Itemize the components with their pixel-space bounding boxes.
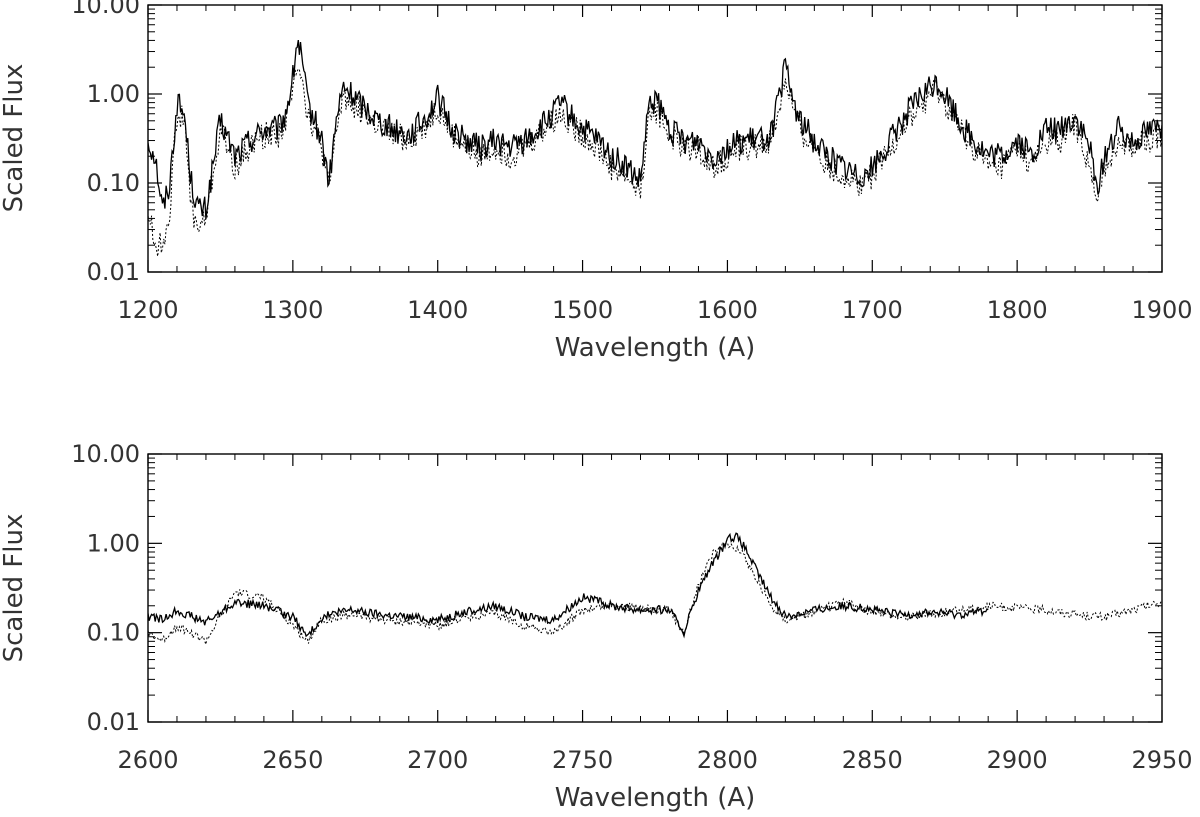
x-tick-label: 1600 [697, 296, 758, 324]
x-tick-label: 1800 [987, 296, 1048, 324]
x-tick-label: 1900 [1131, 296, 1192, 324]
panel-top-clip-group [148, 40, 1162, 257]
panel-top-ticks: 1200 1300 1400 1500 1600 1700 1800 1900 0.01 0.10… [71, 0, 1192, 324]
panel-bottom-frame [147, 453, 1163, 723]
x-tick-label: 2700 [407, 746, 468, 774]
x-tick-label: 2750 [552, 746, 613, 774]
y-tick-label: 10.00 [71, 440, 140, 468]
series-solid-line [148, 532, 989, 639]
x-tick-label: 2850 [842, 746, 903, 774]
x-tick-label: 1300 [262, 296, 323, 324]
panel-bottom: 2600 2650 2700 2750 2800 2850 2900 2950 0.01 0.10… [0, 440, 1193, 813]
x-tick-label: 1500 [552, 296, 613, 324]
panel-bottom-ylabel: Scaled Flux [0, 514, 29, 663]
y-tick-label: 1.00 [87, 80, 140, 108]
x-tick-label: 2900 [987, 746, 1048, 774]
panel-top-series [148, 40, 1162, 257]
series-solid-line [148, 40, 1162, 220]
panel-bottom-ticks: 2600 2650 2700 2750 2800 2850 2900 2950 0.01 0.10… [71, 440, 1192, 774]
y-tick-label: 10.00 [71, 0, 140, 19]
x-tick-label: 2950 [1131, 746, 1192, 774]
x-tick-label: 2600 [117, 746, 178, 774]
y-tick-label: 0.10 [87, 619, 140, 647]
panel-top: 1200 1300 1400 1500 1600 1700 1800 1900 0.01 0.10… [0, 0, 1193, 363]
y-tick-label: 0.01 [87, 708, 140, 736]
y-tick-label: 1.00 [87, 529, 140, 557]
x-tick-label: 2650 [262, 746, 323, 774]
panel-bottom-clip-group [148, 532, 1162, 647]
x-tick-label: 1700 [842, 296, 903, 324]
panel-top-frame [147, 4, 1163, 273]
panel-top-xlabel: Wavelength (A) [555, 333, 756, 363]
series-dotted-line [148, 68, 1162, 257]
x-tick-label: 2800 [697, 746, 758, 774]
y-tick-label: 0.01 [87, 258, 140, 286]
x-tick-label: 1400 [407, 296, 468, 324]
panel-bottom-xlabel: Wavelength (A) [555, 783, 756, 813]
panel-bottom-series [148, 532, 1162, 647]
y-tick-label: 0.10 [87, 169, 140, 197]
series-dotted-line [148, 540, 1162, 647]
panel-top-ylabel: Scaled Flux [0, 64, 29, 213]
x-tick-label: 1200 [117, 296, 178, 324]
